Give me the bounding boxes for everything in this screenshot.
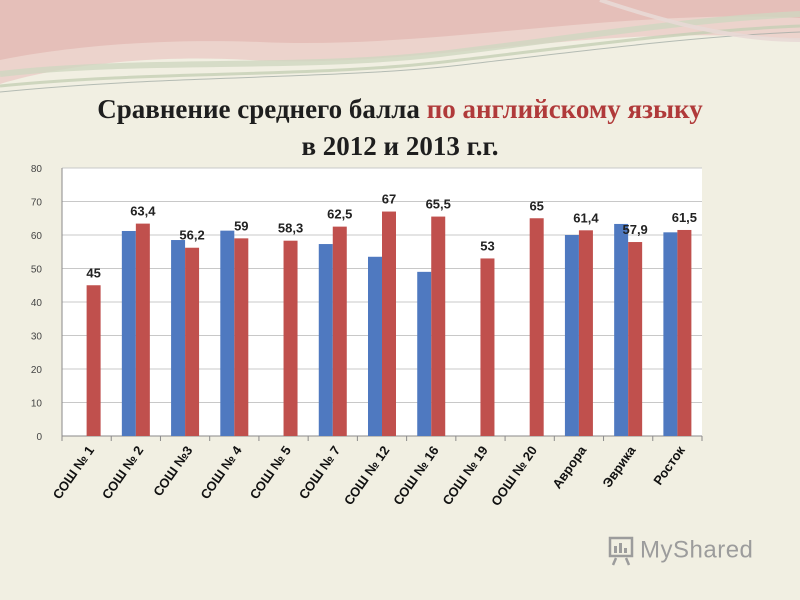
bar [578,230,593,436]
bar [529,218,544,436]
y-tick-label: 80 [31,164,43,175]
title-highlight: по английскому языку [426,94,703,124]
x-tick-label: СОШ № 7 [296,443,343,502]
watermark: MyShared [608,536,753,566]
x-tick-label: СОШ № 19 [439,443,491,508]
watermark-logo-icon [608,536,634,566]
x-tick-label: СОШ № 12 [341,443,393,508]
x-tick-label: СОШ № 16 [390,443,442,508]
bar [318,244,333,436]
bar [663,232,678,436]
bar [431,216,446,436]
data-label: 65,5 [426,197,451,212]
bar [417,271,432,436]
bar [368,256,382,436]
data-label: 65 [529,198,543,213]
bar [220,230,235,436]
y-tick-label: 50 [31,265,43,276]
data-label: 58,3 [278,221,303,236]
data-label: 53 [480,238,494,253]
bar [382,211,396,436]
y-tick-label: 10 [31,399,43,410]
x-tick-label: СОШ № 5 [247,443,294,502]
x-tick-label: СОШ № 4 [197,442,245,501]
bar [121,230,136,436]
data-label: 67 [382,192,396,207]
x-tick-label: Эврика [599,442,639,490]
title-prefix: Сравнение среднего балла [97,94,427,124]
y-tick-label: 0 [36,432,42,443]
x-tick-label: СОШ № 2 [99,443,146,502]
x-tick-label: СОШ №3 [150,443,195,499]
chart-title-line-1: Сравнение среднего балла по английскому … [0,94,800,125]
bar [135,223,150,436]
y-tick-label: 70 [31,198,43,209]
data-label: 61,5 [672,210,697,225]
bar [564,235,579,436]
data-label: 45 [86,265,100,280]
data-label: 57,9 [622,222,647,237]
data-label: 62,5 [327,207,352,222]
bar [234,238,249,436]
bar [677,229,692,436]
bar [283,240,298,436]
chart-title-line-2: в 2012 и 2013 г.г. [301,131,499,161]
bar [185,247,200,436]
x-tick-label: Аврора [549,442,590,491]
y-tick-label: 20 [31,365,43,376]
data-label: 61,4 [573,210,599,225]
x-tick-label: ООШ № 20 [488,443,540,509]
data-label: 63,4 [130,204,156,219]
y-tick-label: 40 [31,298,43,309]
watermark-text: MyShared [640,536,754,564]
bar [332,226,347,436]
bar [614,223,629,436]
data-label: 59 [234,218,248,233]
y-tick-label: 60 [31,231,43,242]
bar [86,285,101,436]
bar [628,242,643,436]
y-tick-label: 30 [31,332,43,343]
bar [480,258,495,436]
x-tick-label: Росток [650,443,688,488]
bar [171,240,186,436]
x-tick-label: СОШ № 1 [50,443,97,502]
data-label: 56,2 [179,228,204,243]
